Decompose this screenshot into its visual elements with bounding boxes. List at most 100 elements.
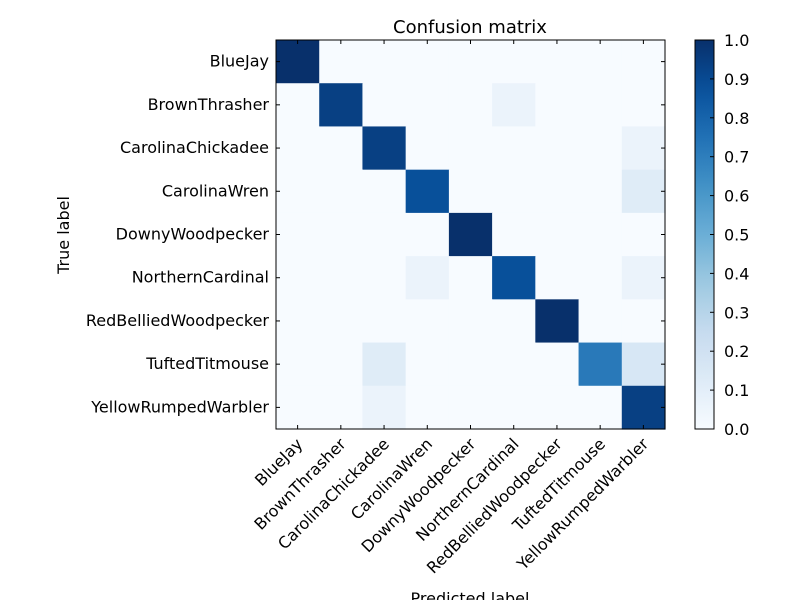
heatmap-cell — [362, 256, 407, 300]
heatmap-cell — [276, 169, 320, 214]
heatmap-cell — [448, 83, 493, 128]
heatmap-cell — [621, 256, 666, 300]
chart-title: Confusion matrix — [393, 17, 547, 38]
heatmap-cell — [276, 83, 320, 128]
colorbar-tick-label: 0.9 — [724, 70, 749, 89]
colorbar-tick-label: 1.0 — [724, 31, 749, 50]
y-tick-label: TuftedTitmouse — [145, 354, 269, 373]
heatmap-cell — [621, 385, 666, 430]
heatmap-cell — [578, 212, 623, 257]
heatmap-cell — [319, 342, 364, 387]
heatmap-cell — [492, 256, 536, 300]
heatmap-cell — [448, 40, 493, 84]
heatmap-cell — [319, 212, 364, 257]
heatmap-cell — [276, 40, 320, 84]
heatmap-cell — [276, 385, 320, 430]
heatmap-cell — [405, 342, 450, 387]
heatmap-cell — [276, 342, 320, 387]
heatmap-cell — [448, 385, 493, 430]
heatmap-cell — [621, 212, 666, 257]
colorbar-tick-label: 0.6 — [724, 187, 749, 206]
y-tick-label: DownyWoodpecker — [116, 225, 270, 244]
heatmap-cell — [578, 83, 623, 128]
heatmap-cell — [578, 169, 623, 214]
heatmap-cell — [405, 212, 450, 257]
heatmap-cell — [362, 299, 407, 344]
heatmap-cell — [535, 385, 580, 430]
heatmap-cell — [492, 342, 536, 387]
y-axis-label: True label — [54, 196, 73, 275]
heatmap-cell — [405, 256, 450, 300]
heatmap-cell — [319, 83, 364, 128]
heatmap-cell — [492, 169, 536, 214]
colorbar-tick-label: 0.2 — [724, 342, 749, 361]
heatmap-cell — [535, 40, 580, 84]
heatmap-cell — [621, 40, 666, 84]
heatmap-cell — [319, 385, 364, 430]
colorbar-tick-label: 0.3 — [724, 303, 749, 322]
y-tick-label: NorthernCardinal — [132, 268, 269, 287]
heatmap-cell — [362, 126, 407, 171]
heatmap-cell — [448, 212, 493, 257]
y-tick-label: BrownThrasher — [148, 95, 270, 114]
heatmap-cell — [621, 126, 666, 171]
heatmap-cell — [578, 385, 623, 430]
heatmap-cell — [405, 83, 450, 128]
heatmap-cell — [578, 299, 623, 344]
heatmap-cell — [276, 126, 320, 171]
heatmap-cell — [276, 256, 320, 300]
heatmap-cell — [492, 299, 536, 344]
colorbar-tick-label: 0.1 — [724, 381, 749, 400]
y-tick-label: BlueJay — [210, 52, 269, 71]
colorbar-tick-label: 0.7 — [724, 148, 749, 167]
heatmap-cell — [362, 342, 407, 387]
heatmap-cell — [448, 126, 493, 171]
heatmap-cell — [276, 212, 320, 257]
heatmap-cell — [621, 169, 666, 214]
heatmap-cell — [492, 40, 536, 84]
heatmap-cell — [362, 212, 407, 257]
heatmap-cell — [319, 40, 364, 84]
heatmap-cell — [448, 299, 493, 344]
heatmap-cells — [276, 40, 666, 430]
heatmap-cell — [535, 126, 580, 171]
heatmap-cell — [448, 169, 493, 214]
heatmap-cell — [362, 385, 407, 430]
y-tick-labels: BlueJay BrownThrasher CarolinaChickadee Car… — [86, 52, 665, 416]
colorbar-tick-label: 0.5 — [724, 226, 749, 245]
colorbar-tick-label: 0.8 — [724, 109, 749, 128]
heatmap-cell — [621, 342, 666, 387]
heatmap-cell — [492, 385, 536, 430]
y-tick-label: RedBelliedWoodpecker — [86, 311, 270, 330]
colorbar-ticks: 0.0 0.1 0.2 0.3 0.4 0.5 0.6 0.7 0.8 0.9 1.0 — [710, 31, 749, 439]
heatmap-cell — [405, 299, 450, 344]
heatmap-cell — [276, 299, 320, 344]
heatmap-cell — [535, 83, 580, 128]
colorbar-tick-label: 0.0 — [724, 420, 749, 439]
heatmap-cell — [535, 299, 580, 344]
heatmap-cell — [319, 299, 364, 344]
heatmap-cell — [319, 256, 364, 300]
heatmap-cell — [405, 169, 450, 214]
heatmap-cell — [578, 126, 623, 171]
heatmap-cell — [405, 126, 450, 171]
heatmap-cell — [492, 212, 536, 257]
heatmap-cell — [448, 256, 493, 300]
heatmap-cell — [405, 385, 450, 430]
heatmap-cell — [362, 83, 407, 128]
heatmap-cell — [535, 212, 580, 257]
heatmap-cell — [362, 169, 407, 214]
heatmap-cell — [578, 40, 623, 84]
heatmap-cell — [448, 342, 493, 387]
heatmap-cell — [535, 169, 580, 214]
heatmap-cell — [492, 126, 536, 171]
heatmap-cell — [578, 256, 623, 300]
heatmap-cell — [535, 256, 580, 300]
heatmap-cell — [319, 126, 364, 171]
heatmap-cell — [362, 40, 407, 84]
heatmap-cell — [621, 299, 666, 344]
y-tick-label: CarolinaWren — [162, 181, 269, 200]
heatmap-cell — [319, 169, 364, 214]
heatmap-cell — [578, 342, 623, 387]
